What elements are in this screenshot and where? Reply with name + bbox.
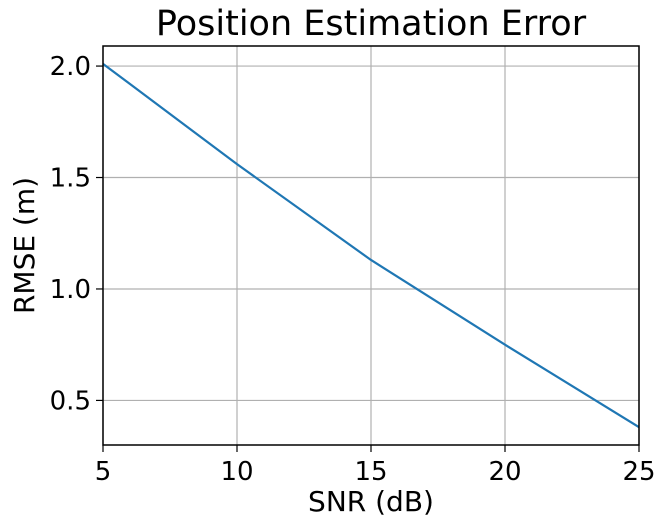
x-axis-label: SNR (dB)	[308, 485, 434, 518]
y-tick-label: 1.0	[50, 275, 91, 305]
series-layer	[102, 62, 640, 429]
y-tick-label: 2.0	[50, 52, 91, 82]
y-axis-label: RMSE (m)	[8, 177, 41, 314]
y-tick-label: 1.5	[50, 164, 91, 194]
series-line	[102, 62, 640, 429]
x-tick-label: 5	[95, 457, 112, 487]
chart-title: Position Estimation Error	[156, 4, 587, 44]
x-tick-label: 15	[354, 457, 387, 487]
x-tick-label: 25	[622, 457, 655, 487]
x-tick-label: 20	[488, 457, 521, 487]
x-tick-label: 10	[220, 457, 253, 487]
ticks: 5 10 15 20 25 0.5 1.0 1.5 2.0	[50, 52, 656, 487]
y-tick-label: 0.5	[50, 386, 91, 416]
